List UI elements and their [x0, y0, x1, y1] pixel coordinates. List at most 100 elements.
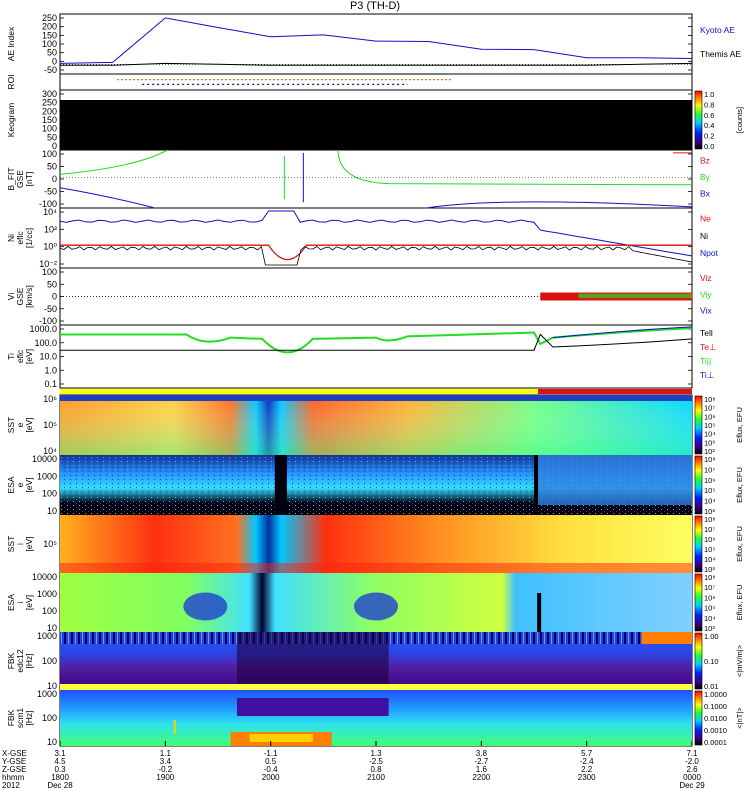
y-axis-label: [eV] — [24, 477, 34, 492]
y-tick-label: 10 — [47, 506, 57, 516]
legend-entry: Themis AE — [700, 49, 741, 59]
y-tick-label: 100 — [42, 656, 57, 666]
y-tick-label: 0 — [52, 141, 57, 151]
colorbar-tick-label: 0.0001 — [704, 738, 727, 747]
y-tick-label: 10.0 — [39, 352, 57, 362]
legend-entry: By — [700, 172, 711, 182]
legend-entry: Kyoto AE — [700, 25, 735, 35]
y-axis-label: [1/cc] — [24, 228, 34, 248]
x-tick-label: 1900 — [156, 773, 174, 782]
legend-entry: Ni — [700, 231, 708, 241]
y-tick-label: 50 — [47, 279, 57, 289]
x-tick-label: 0.3 — [54, 765, 66, 774]
y-axis-label: Ni — [6, 234, 16, 242]
x-tick-label: 2100 — [367, 773, 385, 782]
y-tick-label: 10⁻² — [39, 259, 57, 269]
y-tick-label: 10⁵ — [43, 420, 57, 430]
colorbar-sst2 — [694, 515, 703, 573]
y-axis-label: Vi — [6, 293, 16, 301]
y-axis-label: ESA — [6, 594, 16, 611]
colorbar-tick-label: 0.6 — [704, 111, 714, 120]
colorbar-tick-label: 10⁴ — [704, 497, 716, 506]
ni-lines — [59, 210, 693, 266]
x-tick-label: -2.0 — [685, 757, 699, 766]
colorbar-tick-label: 10³ — [704, 565, 715, 574]
y-tick-label: 50 — [47, 162, 57, 172]
ae-line-themis — [60, 62, 693, 66]
y-tick-label: 1000.0 — [29, 324, 57, 334]
y-tick-label: 10⁶ — [43, 394, 57, 404]
y-axis-label: SST — [6, 536, 16, 553]
colorbar-fbk2 — [694, 690, 703, 746]
colorbar-tick-label: 10³ — [704, 624, 715, 633]
colorbar-tick-label: 10² — [704, 447, 715, 456]
x-row-label: hhmm — [2, 773, 25, 782]
x-tick-label: 2.2 — [581, 765, 593, 774]
x-row-label: Y-GSE — [2, 757, 26, 766]
fbk1-spectrogram — [60, 632, 692, 690]
colorbar-tick-label: 1.0 — [704, 90, 714, 99]
y-tick-label: -50 — [44, 187, 57, 197]
colorbar-tick-label: 0.0010 — [704, 726, 727, 735]
y-tick-label: -100 — [39, 199, 57, 209]
esa1-spectrogram — [60, 455, 692, 515]
y-tick-label: 100 — [42, 39, 57, 49]
vi-lines — [60, 292, 692, 301]
y-tick-label: 150 — [42, 115, 57, 125]
bfit-lines — [59, 149, 693, 209]
x-tick-label: 4.5 — [54, 757, 66, 766]
y-tick-label: 10 — [47, 737, 57, 747]
y-tick-label: 10⁵ — [43, 539, 57, 549]
y-axis-label: GSE — [15, 287, 25, 305]
colorbar-sst1 — [694, 395, 703, 455]
y-axis-label: scm1 — [15, 708, 25, 729]
x-tick-label: 5.7 — [581, 749, 593, 758]
colorbar-tick-label: 1.00 — [704, 632, 719, 641]
colorbar-tick-label: 10⁸ — [704, 573, 716, 582]
panel-frame-ni — [59, 207, 693, 269]
colorbar-unit: <|mV/m|> — [735, 644, 744, 677]
y-axis-label: Keogram — [6, 103, 16, 138]
x-tick-label: -0.2 — [158, 765, 172, 774]
y-axis-label: ESA — [6, 476, 16, 493]
legend-entry: Viz — [700, 273, 712, 283]
colorbar-tick-label: 10⁵ — [704, 421, 715, 430]
colorbar-esa2 — [694, 573, 703, 632]
y-axis-label: [eV] — [24, 536, 34, 551]
quality-bar — [60, 389, 692, 394]
x-tick-label: 2200 — [472, 773, 490, 782]
x-row-label: X-GSE — [2, 749, 27, 758]
y-tick-label: 100 — [42, 606, 57, 616]
y-tick-label: 1.0 — [44, 365, 57, 375]
colorbar-tick-label: 10⁵ — [704, 486, 715, 495]
legend-entry: Ti⊥ — [700, 370, 715, 380]
y-tick-label: -50 — [44, 65, 57, 75]
sst2-spectrogram — [60, 515, 692, 573]
panel-frame-bfit — [59, 149, 693, 209]
y-axis-label: [Hz] — [24, 653, 34, 668]
y-tick-label: 0 — [52, 56, 57, 66]
legend-entry: Vix — [700, 306, 712, 316]
x-tick-label: 3.1 — [54, 749, 66, 758]
colorbar-tick-label: 10⁶ — [704, 535, 715, 544]
legend-entry: Bz — [700, 155, 710, 165]
y-tick-label: 10⁴ — [43, 207, 57, 217]
colorbar-tick-label: 10⁶ — [704, 593, 715, 602]
y-tick-label: 1000 — [37, 589, 57, 599]
colorbar-tick-label: 0.01 — [704, 682, 719, 691]
y-tick-label: -100 — [39, 316, 57, 326]
y-axis-label: edc12 — [15, 649, 25, 672]
y-tick-label: 10000 — [32, 454, 57, 464]
y-tick-label: 100 — [42, 149, 57, 159]
colorbar-tick-label: 10⁶ — [704, 476, 715, 485]
x-tick-label: -0.4 — [264, 765, 278, 774]
y-axis-label: FBK — [6, 652, 16, 669]
x-tick-label: 0.8 — [370, 765, 382, 774]
legend-entry: Tell — [700, 328, 713, 338]
y-tick-label: 50 — [47, 48, 57, 58]
y-tick-label: 10⁴ — [43, 446, 57, 456]
x-tick-label: 2300 — [578, 773, 596, 782]
legend-entry: Viy — [700, 289, 712, 299]
y-axis-label: i — [15, 543, 25, 545]
x-tick-label: 2.6 — [686, 765, 698, 774]
